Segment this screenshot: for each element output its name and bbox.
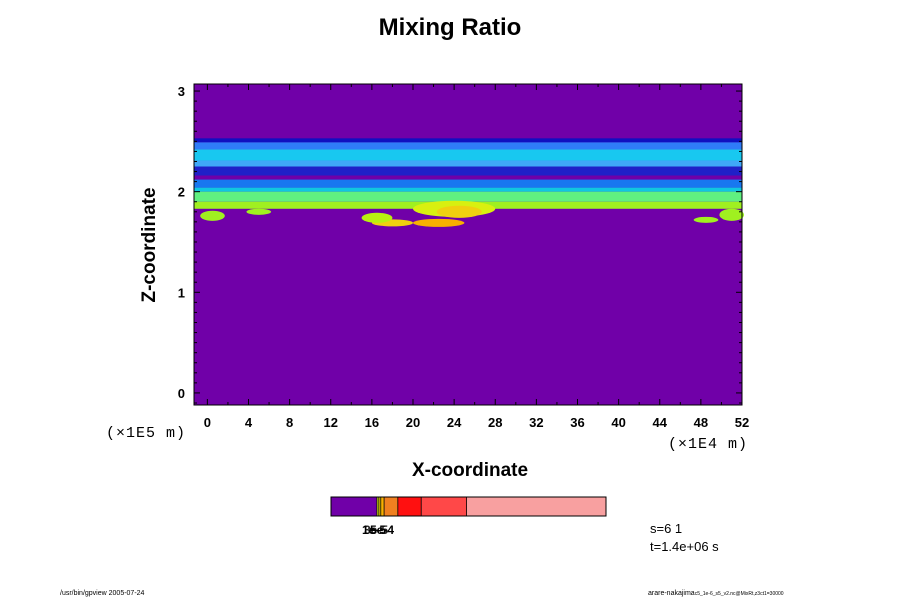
y-tick-label-2: 2 — [178, 185, 185, 200]
colorbar — [330, 496, 607, 517]
x-tick-label-10: 40 — [611, 415, 625, 430]
heatmap-band-7 — [194, 187, 742, 192]
heatmap-band-4 — [194, 166, 742, 176]
heatmap-background — [194, 84, 742, 405]
colorbar-segment-6 — [421, 497, 467, 516]
x-scale-note: (×1E4 m) — [668, 436, 749, 453]
x-tick-label-2: 8 — [286, 415, 293, 430]
footer-right-small: c5_1e-6_s5_v2.nc@MixRt,z3ct1=30000 — [694, 591, 784, 597]
heatmap-patch-2 — [412, 218, 465, 227]
t-label: t=1.4e+06 s — [650, 539, 719, 554]
heatmap-band-6 — [194, 179, 742, 188]
colorbar-segment-4 — [384, 497, 398, 516]
y-scale-note: (×1E5 m) — [106, 425, 187, 442]
x-tick-label-12: 48 — [694, 415, 708, 430]
colorbar-label-1: 1e-5 — [362, 523, 387, 537]
x-tick-label-13: 52 — [735, 415, 749, 430]
heatmap-band-8 — [194, 191, 742, 202]
plot-frame — [193, 83, 743, 406]
colorbar-segment-7 — [466, 497, 606, 516]
x-tick-label-5: 20 — [406, 415, 420, 430]
footer-right: arare-nakajimac5_1e-6_s5_v2.nc@MixRt,z3c… — [648, 590, 784, 597]
heatmap-band-1 — [194, 142, 742, 150]
colorbar-frame — [330, 496, 607, 517]
s-label: s=6 1 — [650, 521, 683, 536]
heatmap-patch-6 — [719, 208, 745, 221]
x-tick-label-9: 36 — [570, 415, 584, 430]
heatmap-patch-4 — [361, 212, 393, 223]
x-tick-label-4: 16 — [365, 415, 379, 430]
heatmap-band-2 — [194, 149, 742, 161]
x-tick-label-0: 0 — [204, 415, 211, 430]
colorbar-segment-3 — [380, 497, 385, 516]
heatmap-band-0 — [194, 138, 742, 143]
y-tick-label-0: 0 — [178, 386, 185, 401]
x-tick-label-1: 4 — [245, 415, 253, 430]
colorbar-label-3: 5e-4 — [370, 523, 395, 537]
plot-area — [193, 83, 745, 406]
y-axis-label: Z-coordinate — [139, 187, 160, 303]
heatmap-band-3 — [194, 160, 742, 167]
footer-right-main: arare-nakajima — [648, 590, 695, 597]
heatmap-patch-7 — [693, 216, 719, 223]
x-tick-label-11: 44 — [653, 415, 668, 430]
heatmap-patch-8 — [246, 208, 272, 215]
heatmap-patch-1 — [436, 205, 482, 218]
x-axis-label: X-coordinate — [411, 460, 529, 481]
colorbar-segment-5 — [397, 497, 422, 516]
y-tick-label-1: 1 — [178, 285, 185, 300]
footer-left: /usr/bin/gpview 2005-07-24 — [60, 590, 145, 597]
heatmap-band-5 — [194, 175, 742, 180]
heatmap-patch-5 — [200, 210, 225, 221]
chart-title: Mixing Ratio — [378, 14, 522, 41]
colorbar-label-2: 3e-5 — [364, 523, 389, 537]
x-tick-label-8: 32 — [529, 415, 543, 430]
x-tick-label-7: 28 — [488, 415, 502, 430]
x-tick-label-6: 24 — [447, 415, 462, 430]
y-tick-label-3: 3 — [178, 84, 185, 99]
colorbar-segment-0 — [331, 497, 377, 516]
x-tick-label-3: 12 — [324, 415, 338, 430]
colorbar-segment-2 — [378, 497, 381, 516]
info-block: s=6 1 t=1.4e+06 s — [650, 520, 719, 556]
colorbar-segment-1 — [376, 497, 379, 516]
